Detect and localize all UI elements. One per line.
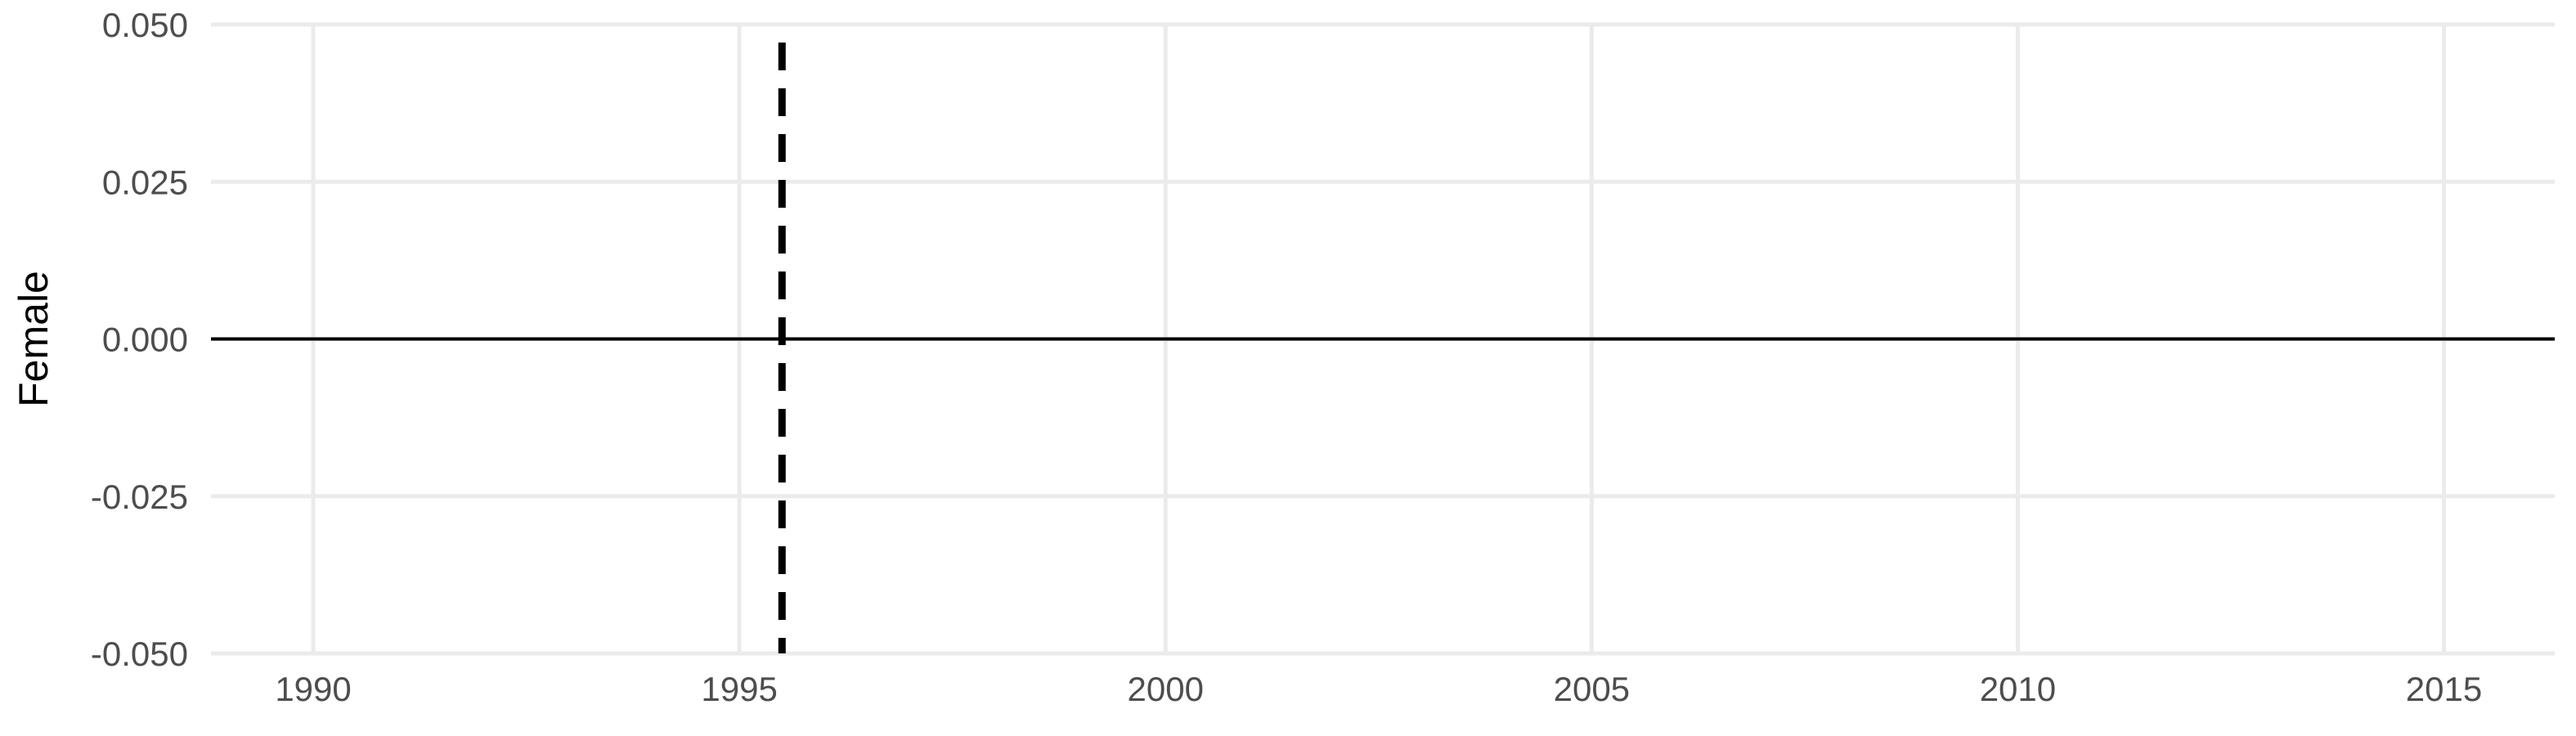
y-axis-title: Female [11, 271, 56, 407]
y-tick-label: -0.025 [91, 478, 188, 516]
x-tick-label: 2005 [1554, 670, 1630, 708]
y-tick-label: 0.025 [102, 163, 188, 201]
x-tick-label: 2010 [1980, 670, 2056, 708]
x-tick-label: 2015 [2406, 670, 2482, 708]
y-tick-label: 0.000 [102, 321, 188, 359]
tick-labels: 0.050 0.025 0.000 -0.025 -0.050 1990 1995 2000 2… [91, 6, 2482, 708]
reference-lines [211, 43, 2555, 653]
x-tick-label: 1995 [701, 670, 777, 708]
y-tick-label: 0.050 [102, 6, 188, 44]
x-tick-label: 1990 [275, 670, 351, 708]
x-tick-label: 2000 [1128, 670, 1204, 708]
y-tick-label: -0.050 [91, 635, 188, 673]
